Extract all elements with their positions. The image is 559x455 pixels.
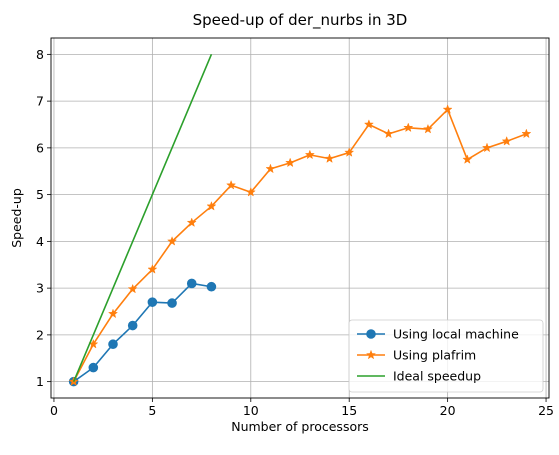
y-tick-label: 2 (36, 327, 44, 342)
y-tick-label: 7 (36, 94, 44, 109)
data-point (127, 320, 138, 331)
data-point (285, 157, 296, 168)
data-point (481, 142, 493, 153)
data-point (166, 236, 178, 246)
data-point (245, 186, 256, 197)
data-point (186, 217, 197, 227)
data-point (304, 149, 315, 160)
series-using-local-machine (68, 278, 217, 387)
axis-ticks: 0 5 10 15 20 25 1 2 3 4 5 6 7 8 (36, 47, 554, 418)
x-tick-label: 15 (341, 403, 357, 418)
data-point (324, 153, 335, 163)
x-tick-label: 25 (538, 403, 554, 418)
data-point (344, 147, 355, 157)
data-point (363, 119, 374, 129)
data-point (167, 298, 177, 308)
legend-marker (365, 349, 377, 360)
y-tick-label: 3 (36, 281, 44, 296)
legend-marker (366, 329, 376, 339)
x-tick-label: 10 (243, 403, 259, 418)
data-point (462, 154, 473, 164)
data-point (108, 339, 118, 350)
plot-frame (50, 37, 550, 399)
x-axis-label: Number of processors (231, 419, 369, 434)
series-line (72, 108, 527, 383)
series-ideal-speedup (72, 54, 213, 382)
x-tick-label: 0 (50, 403, 58, 418)
data-point (147, 264, 158, 274)
data-point (186, 278, 197, 289)
series-using-plafrim (68, 104, 532, 386)
data-point (226, 179, 237, 190)
y-tick-label: 4 (36, 234, 44, 249)
legend-label: Ideal speedup (393, 369, 481, 384)
y-tick-label: 6 (36, 140, 44, 155)
legend-label: Using plafrim (393, 348, 476, 363)
data-point (206, 200, 217, 211)
y-tick-label: 1 (36, 374, 44, 389)
y-axis-label: Speed-up (9, 188, 24, 248)
series-line (72, 54, 213, 382)
data-point (107, 308, 119, 319)
data-point (88, 362, 99, 373)
data-point (383, 128, 394, 139)
plot-series (68, 54, 532, 387)
chart-title: Speed-up of der_nurbs in 3D (193, 11, 408, 30)
data-point (206, 281, 217, 292)
y-tick-label: 5 (36, 187, 44, 202)
y-tick-label: 8 (36, 47, 44, 62)
legend-box (348, 319, 544, 393)
data-point (147, 297, 158, 307)
data-point (403, 122, 414, 133)
legend: Using local machine Using plafrim Ideal sp… (348, 319, 544, 393)
legend-label: Using local machine (393, 327, 519, 342)
data-point (265, 163, 276, 174)
data-point (127, 283, 138, 294)
data-point (422, 123, 434, 134)
x-tick-label: 20 (440, 403, 456, 418)
data-point (442, 104, 453, 114)
data-point (521, 128, 532, 139)
data-point (501, 135, 512, 146)
x-tick-label: 5 (148, 403, 156, 418)
